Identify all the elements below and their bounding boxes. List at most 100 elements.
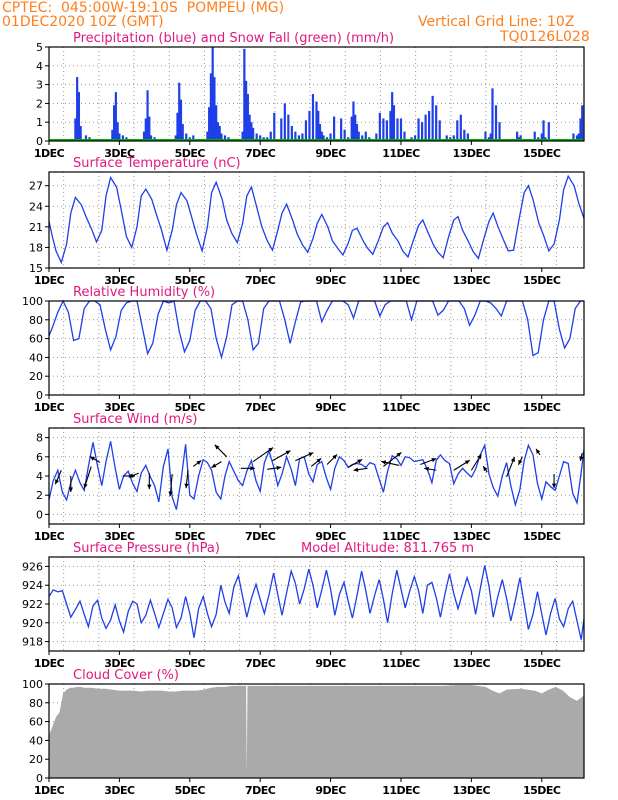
wind-line <box>48 441 585 510</box>
precip-bar <box>192 135 195 141</box>
y-tick-label: 100 <box>22 678 43 691</box>
precip-bar <box>385 120 388 141</box>
wind-arrow-head <box>396 452 402 457</box>
x-tick-label: 13DEC <box>453 274 491 287</box>
x-tick-label: 1DEC <box>34 401 65 414</box>
precip-bar <box>114 92 117 141</box>
y-tick-label: 4 <box>36 60 43 73</box>
precip-bar <box>146 90 149 141</box>
precip-bar <box>577 133 580 141</box>
precip-bar <box>382 118 385 141</box>
panel-frame <box>48 300 585 396</box>
x-tick-label: 11DEC <box>382 147 420 160</box>
precip-bar <box>77 92 81 141</box>
precip-bar <box>575 135 579 141</box>
panel-temperature: 15 18 21 24 27 1DEC 3DEC 5DEC 7DEC 9DEC 11DEC 13DEC… <box>29 156 585 287</box>
precip-bar <box>452 135 455 141</box>
x-tick-label: 7DEC <box>245 657 276 670</box>
wind-arrow-head <box>276 465 282 471</box>
y-tick-label: 15 <box>29 262 43 275</box>
precip-bar <box>364 131 367 141</box>
precip-bar <box>484 131 487 141</box>
wind-arrow-head <box>90 456 96 461</box>
precip-bar <box>148 116 151 141</box>
precip-bar <box>350 116 353 141</box>
precip-bar <box>355 124 359 141</box>
wind-arrow-head <box>424 466 429 472</box>
y-tick-label: 918 <box>22 636 43 649</box>
wind-arrow-head <box>308 452 314 457</box>
x-tick-label: 11DEC <box>382 274 420 287</box>
y-tick-label: 6 <box>36 451 43 464</box>
precip-bar <box>315 101 318 141</box>
precip-bar <box>220 133 223 141</box>
precip-bar <box>174 135 177 141</box>
precip-bar <box>435 105 438 141</box>
y-tick-label: 24 <box>29 200 43 213</box>
precip-bar <box>391 92 394 141</box>
precip-bar <box>209 73 213 141</box>
precip-bar <box>320 131 323 141</box>
wind-arrow-head <box>316 458 322 463</box>
pressure-line <box>48 565 585 640</box>
wind-arrow-head <box>211 463 217 468</box>
y-tick-label: 0 <box>36 389 43 402</box>
wind-arrow-head <box>184 483 189 489</box>
x-tick-label: 1DEC <box>34 274 65 287</box>
y-tick-label: 8 <box>36 432 43 445</box>
y-tick-label: 80 <box>29 697 43 710</box>
y-tick-label: 40 <box>29 734 43 747</box>
y-tick-label: 926 <box>22 560 43 573</box>
x-tick-label: 3DEC <box>104 657 135 670</box>
precip-bar <box>317 110 320 141</box>
precip-bar <box>445 135 448 141</box>
x-tick-label: 1DEC <box>34 530 65 543</box>
x-tick-label: 11DEC <box>382 784 420 797</box>
precip-bar <box>498 122 501 141</box>
x-tick-label: 15DEC <box>523 147 561 160</box>
precip-bar <box>241 131 244 141</box>
y-tick-label: 920 <box>22 617 43 630</box>
precip-bar <box>245 80 248 141</box>
precip-bar <box>181 124 184 141</box>
cloud-cover-title: Cloud Cover (%) <box>73 668 179 683</box>
y-tick-label: 40 <box>29 351 43 364</box>
wind-arrow-head <box>168 491 173 497</box>
precip-bar <box>176 112 179 141</box>
y-tick-label: 3 <box>36 79 43 92</box>
vertical-grid-note: Vertical Grid Line: 10Z <box>418 14 575 30</box>
x-tick-label: 13DEC <box>453 530 491 543</box>
precip-bar <box>246 94 249 141</box>
precip-bar <box>280 118 283 141</box>
precip-bar <box>216 122 220 141</box>
precip-bar <box>413 135 417 141</box>
x-tick-label: 15DEC <box>523 530 561 543</box>
x-tick-label: 11DEC <box>382 530 420 543</box>
x-tick-label: 3DEC <box>104 784 135 797</box>
x-tick-label: 3DEC <box>104 274 135 287</box>
x-tick-label: 1DEC <box>34 657 65 670</box>
x-tick-label: 11DEC <box>382 657 420 670</box>
precip-bar <box>208 107 211 141</box>
precip-bar <box>311 94 315 141</box>
wind-arrow-head <box>477 454 482 460</box>
y-tick-label: 2 <box>36 489 43 502</box>
x-tick-label: 13DEC <box>453 784 491 797</box>
x-tick-label: 5DEC <box>175 530 206 543</box>
precip-bar <box>206 131 209 141</box>
precip-bar <box>294 131 297 141</box>
x-tick-label: 15DEC <box>523 401 561 414</box>
precip-bar <box>185 133 188 141</box>
x-tick-label: 1DEC <box>34 784 65 797</box>
precip-bar <box>243 48 246 141</box>
x-tick-label: 13DEC <box>453 657 491 670</box>
panel-pressure: 918 920 922 924 926 1DEC 3DEC 5DEC 7DEC 9DEC 11DEC… <box>22 541 585 670</box>
precip-bar <box>76 77 79 141</box>
x-tick-label: 13DEC <box>453 401 491 414</box>
precip-bar <box>375 133 378 141</box>
precip-bar <box>297 135 301 141</box>
precip-bar <box>84 135 88 141</box>
model-code: TQ0126L028 <box>500 29 590 45</box>
precip-bar <box>340 118 343 141</box>
temperature-line <box>48 174 585 265</box>
